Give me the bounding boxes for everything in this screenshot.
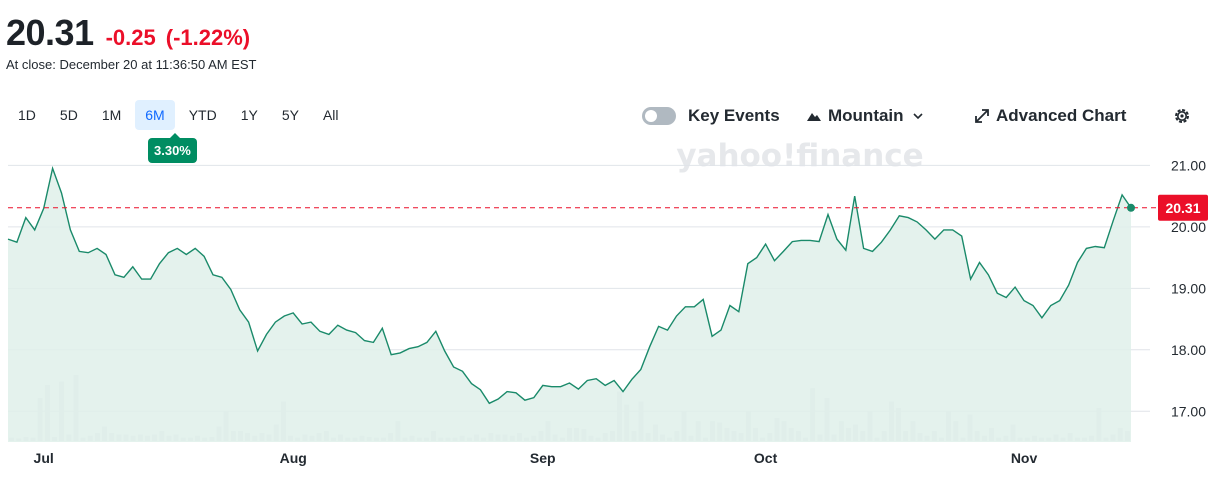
range-button-ytd[interactable]: YTD <box>188 107 217 123</box>
key-events-label: Key Events <box>688 106 780 125</box>
price-area <box>8 168 1131 442</box>
range-change-badge: 3.30% <box>148 133 197 163</box>
mountain-icon <box>807 113 821 121</box>
x-axis: JulAugSepOctNovDec <box>34 450 1038 466</box>
price-change: -0.25 <box>105 25 156 50</box>
range-button-1d[interactable]: 1D <box>18 107 36 123</box>
range-button-5y[interactable]: 5Y <box>281 107 299 123</box>
y-tick-label: 20.00 <box>1171 219 1206 235</box>
quote-header: 20.31 -0.25 (-1.22%) <box>6 12 250 54</box>
expand-arrow-icon <box>975 109 989 123</box>
x-tick-label: Oct <box>754 450 778 466</box>
range-button-6m[interactable]: 6M <box>135 100 175 130</box>
y-tick-label: 18.00 <box>1171 342 1206 358</box>
gear-icon[interactable] <box>1172 106 1192 126</box>
range-selector: 1D 5D 1M 6M YTD 1Y 5Y All <box>8 100 353 130</box>
yahoo-finance-watermark: yahoo!finance <box>676 138 923 174</box>
range-button-all[interactable]: All <box>322 107 339 123</box>
y-tick-label: 21.00 <box>1171 157 1206 173</box>
price-line <box>7 165 1132 405</box>
x-tick-label: Nov <box>1011 450 1038 466</box>
key-events-toggle[interactable]: Key Events <box>642 102 780 130</box>
last-price-tag-label: 20.31 <box>1165 200 1200 216</box>
range-button-5d[interactable]: 5D <box>59 107 78 123</box>
last-price-marker <box>1127 203 1135 212</box>
x-tick-label: Sep <box>530 450 556 466</box>
last-price-tag-box <box>1158 194 1208 221</box>
price-change-percent: (-1.22%) <box>165 25 251 50</box>
toggle-switch[interactable] <box>642 107 676 125</box>
last-price-tag: 20.31 <box>1158 194 1208 221</box>
chevron-down-icon <box>912 113 923 120</box>
y-tick-label: 19.00 <box>1171 280 1206 296</box>
y-axis: 21.00 20.00 19.00 18.00 17.00 <box>1171 157 1206 419</box>
advanced-chart-button[interactable]: Advanced Chart <box>974 102 1126 130</box>
x-tick-label: Jul <box>34 450 54 466</box>
chart-type-dropdown[interactable]: Mountain <box>806 102 924 130</box>
close-timestamp: At close: December 20 at 11:36:50 AM EST <box>6 57 257 72</box>
advanced-chart-label: Advanced Chart <box>996 106 1127 125</box>
range-button-1y[interactable]: 1Y <box>240 107 258 123</box>
y-tick-label: 17.00 <box>1171 403 1206 419</box>
last-price: 20.31 <box>6 12 94 53</box>
range-button-1m[interactable]: 1M <box>101 107 122 123</box>
chart-type-label: Mountain <box>828 106 904 125</box>
x-tick-label: Aug <box>280 450 307 466</box>
